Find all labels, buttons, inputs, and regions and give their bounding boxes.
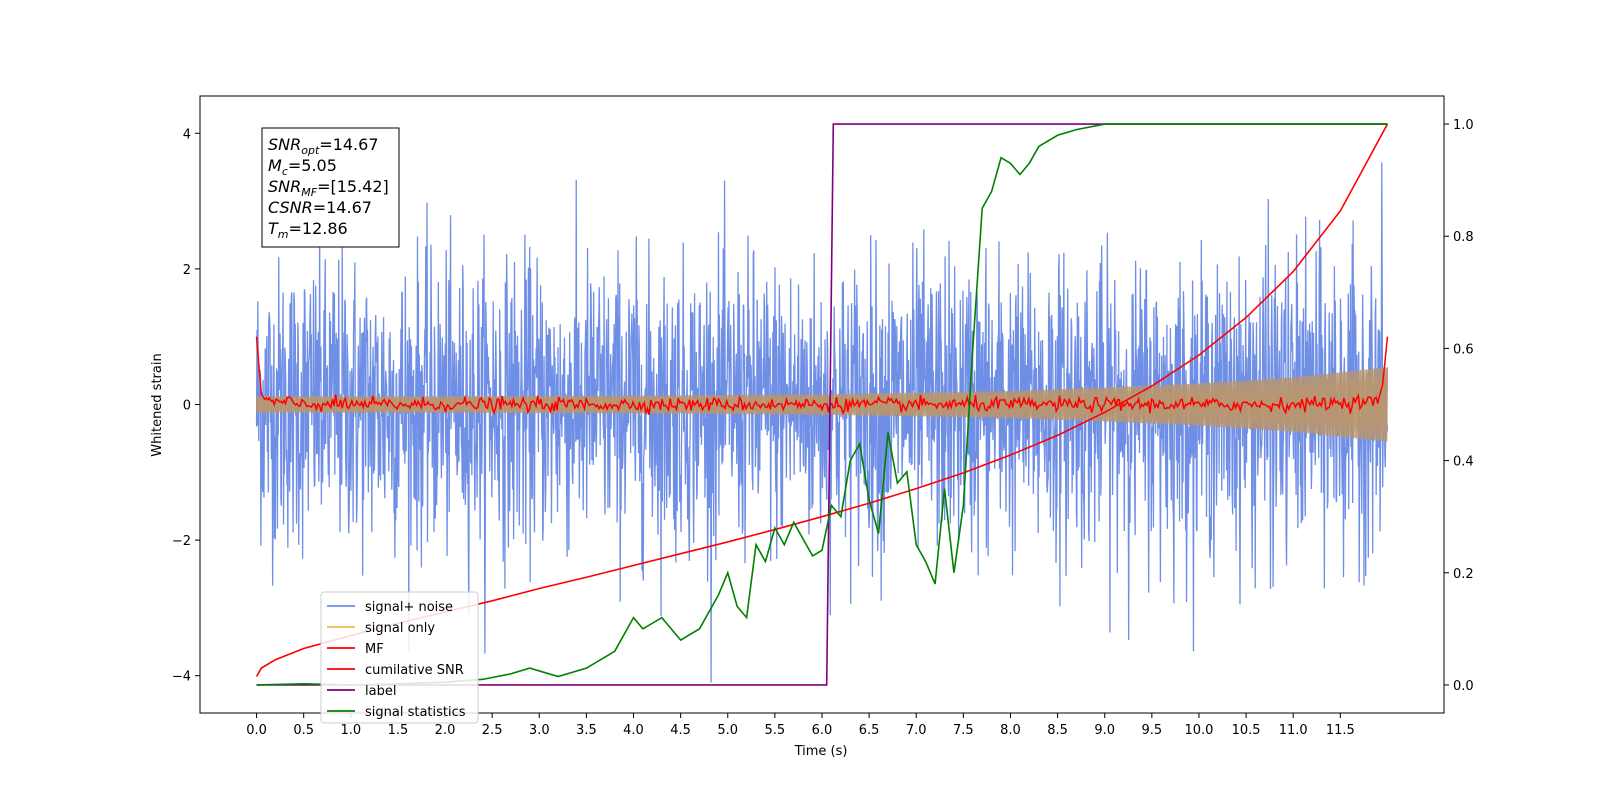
y-tick-label: 2 [183, 263, 191, 278]
x-tick-label: 7.5 [953, 723, 974, 738]
x-tick-label: 8.0 [1000, 723, 1021, 738]
y-tick-label: −4 [172, 670, 191, 685]
stats-line: Mc=5.05 [268, 156, 337, 178]
stats-line: SNRMF=[15.42] [268, 177, 389, 199]
y2-tick-label: 1.0 [1453, 118, 1474, 133]
y2-tick-label: 0.6 [1453, 342, 1474, 357]
y-axis-right: 0.0 0.2 0.4 0.6 0.8 1.0 [1444, 118, 1474, 694]
legend: signal+ noise signal only MF cumilative SNR… [320, 591, 479, 724]
x-tick-label: 3.0 [529, 723, 550, 738]
series-mf [255, 336, 1389, 416]
legend-entry: cumilative SNR [365, 663, 464, 678]
series-signal-noise [255, 162, 1389, 683]
x-tick-label: 10.5 [1232, 723, 1261, 738]
legend-entry: signal statistics [365, 705, 466, 720]
series-signal-statistics [256, 123, 1388, 686]
stats-line: CSNR=14.67 [268, 198, 372, 217]
x-tick-label: 2.5 [482, 723, 503, 738]
y-axis-label: Whitened strain [150, 353, 165, 456]
x-tick-label: 5.0 [717, 723, 738, 738]
x-tick-label: 11.0 [1279, 723, 1308, 738]
y2-tick-label: 0.4 [1453, 455, 1474, 470]
legend-frame [320, 591, 479, 724]
y2-tick-label: 0.8 [1453, 230, 1474, 245]
y-tick-label: 4 [183, 127, 191, 142]
legend-entry: MF [365, 642, 384, 657]
x-tick-label: 9.5 [1142, 723, 1163, 738]
y2-tick-label: 0.0 [1453, 679, 1474, 694]
x-axis: 0.0 0.5 1.0 1.5 2.0 2.5 3.0 3.5 4.0 4.5 5.0 5.5 6.0 6… [246, 713, 1355, 738]
x-tick-label: 0.0 [246, 723, 267, 738]
series-signal-only [255, 367, 1389, 442]
x-tick-label: 1.5 [388, 723, 409, 738]
legend-entry: signal only [365, 621, 435, 636]
x-tick-label: 6.5 [859, 723, 880, 738]
x-tick-label: 7.0 [906, 723, 927, 738]
x-tick-label: 0.5 [293, 723, 314, 738]
x-tick-label: 4.5 [670, 723, 691, 738]
x-tick-label: 4.0 [623, 723, 644, 738]
stats-line: Tm=12.86 [268, 219, 348, 241]
x-tick-label: 1.0 [340, 723, 361, 738]
x-tick-label: 11.5 [1326, 723, 1355, 738]
x-tick-label: 8.5 [1047, 723, 1068, 738]
x-tick-label: 3.5 [576, 723, 597, 738]
x-axis-label: Time (s) [794, 744, 848, 759]
x-tick-label: 10.0 [1184, 723, 1213, 738]
legend-entry: label [365, 684, 396, 699]
stats-line: SNRopt=14.67 [268, 135, 379, 157]
stats-box-frame [261, 127, 400, 248]
x-tick-label: 6.0 [812, 723, 833, 738]
y-axis-left: −4 −2 0 2 4 [172, 127, 200, 685]
x-tick-label: 2.0 [435, 723, 456, 738]
y-tick-label: −2 [172, 534, 191, 549]
x-tick-label: 5.5 [765, 723, 786, 738]
y-tick-label: 0 [183, 399, 191, 414]
y2-tick-label: 0.2 [1453, 567, 1474, 582]
stats-annotation-box: SNRopt=14.67Mc=5.05SNRMF=[15.42]CSNR=14.… [261, 127, 400, 248]
x-tick-label: 9.0 [1094, 723, 1115, 738]
legend-entry: signal+ noise [365, 600, 453, 615]
